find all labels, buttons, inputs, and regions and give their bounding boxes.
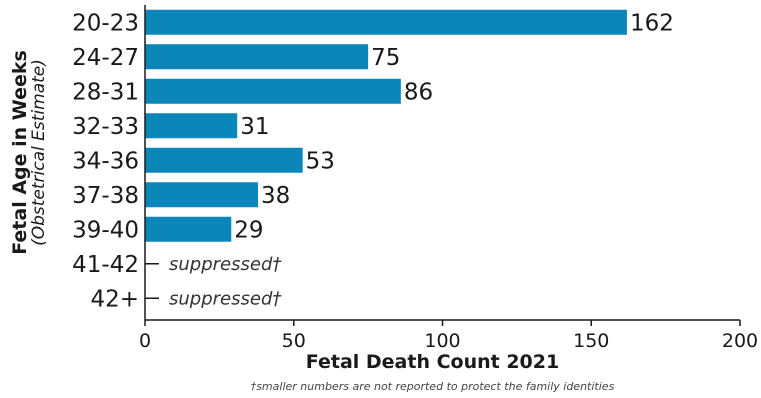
category-label: 32-33 [72,114,139,140]
bar [145,9,627,35]
bars-group [145,9,627,299]
x-axis-title: Fetal Death Count 2021 [306,351,559,373]
data-label: 75 [371,45,400,71]
category-label: 37-38 [72,183,139,209]
footnote: †smaller numbers are not reported to pro… [251,380,615,393]
category-label: 42+ [90,286,139,312]
category-label: 41-42 [72,252,139,278]
x-tick-label: 50 [282,330,306,352]
data-label: 38 [261,183,290,209]
data-label: 53 [306,148,335,174]
suppressed-label: suppressed† [169,288,282,309]
x-tick-label: 100 [424,330,460,352]
x-tick-label: 150 [573,330,609,352]
y-axis-subtitle: (Obstetrical Estimate) [29,59,49,246]
data-label: 86 [404,79,433,105]
data-label: 29 [234,217,263,243]
bar [145,78,401,104]
bar [145,44,369,70]
bar [145,182,259,208]
category-label: 28-31 [72,79,139,105]
category-label: 39-40 [72,217,139,243]
bar [145,216,232,242]
y-axis-title-group: Fetal Age in Weeks (Obstetrical Estimate… [9,50,49,255]
category-labels: 20-23 24-27 28-31 32-33 34-36 37-38 39-40 41-42… [72,10,139,312]
y-axis-title: Fetal Age in Weeks [9,50,31,255]
x-tick-label: 200 [722,330,758,352]
data-label: 162 [630,10,674,36]
category-label: 20-23 [72,10,139,36]
bar [145,113,238,139]
category-label: 24-27 [72,45,139,71]
suppressed-label: suppressed† [169,254,282,275]
bar [145,147,303,173]
data-label: 31 [240,114,269,140]
x-ticks: 0 50 100 150 200 [139,320,758,352]
x-tick-label: 0 [139,330,151,352]
category-label: 34-36 [72,148,139,174]
